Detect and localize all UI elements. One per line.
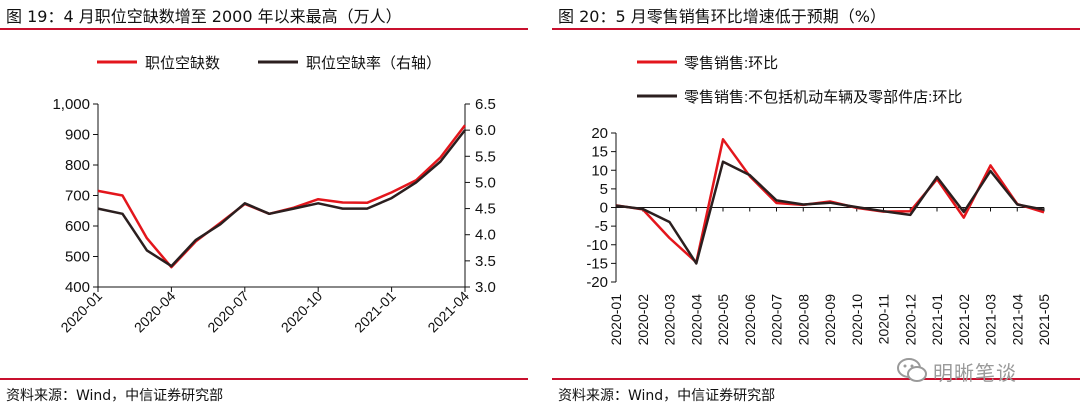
legend-label: 零售销售:环比 (684, 55, 778, 72)
y-tick-label: 5 (600, 181, 608, 198)
y-tick-label-left: 600 (65, 218, 90, 235)
x-tick-label: 2021-03 (983, 294, 999, 346)
y-tick-label-right: 3.5 (475, 253, 496, 270)
x-tick-label: 2021-04 (1009, 294, 1025, 346)
watermark-text: 明晰笔谈 (933, 361, 1017, 385)
x-tick-label: 2020-08 (795, 294, 811, 346)
y-tick-label-left: 900 (65, 127, 90, 144)
y-tick-label: 15 (591, 144, 608, 161)
y-tick-label-left: 700 (65, 188, 90, 205)
x-tick-label: 2020-06 (742, 294, 758, 346)
x-tick-label: 2021-05 (1036, 294, 1052, 346)
y-tick-label: 0 (600, 200, 608, 217)
x-tick-label: 2020-07 (204, 288, 252, 336)
x-tick-label: 2020-01 (608, 294, 624, 346)
job-openings-chart: 职位空缺数 职位空缺率（右轴） 400 500 600 700 800 900 1,000 3.0… (52, 55, 496, 336)
y-tick-label-right: 5.5 (475, 148, 496, 165)
source-note: 资料来源：Wind，中信证券研究部 (6, 388, 224, 404)
y-tick-label-right: 6.0 (475, 122, 496, 139)
x-tick-label: 2021-01 (929, 294, 945, 346)
y-tick-label-right: 4.0 (475, 227, 496, 244)
x-tick-label: 2020-05 (715, 294, 731, 346)
series-line-1 (615, 138, 1045, 264)
x-tick-label: 2020-11 (876, 294, 892, 345)
x-tick-label: 2020-10 (278, 288, 326, 336)
series-line-2 (615, 160, 1045, 265)
y-tick-label-left: 400 (65, 279, 90, 296)
x-tick-label: 2020-07 (769, 294, 785, 346)
legend-label: 职位空缺数 (145, 55, 220, 72)
x-tick-label: 2021-01 (351, 288, 399, 336)
series-line-2 (97, 129, 466, 268)
y-tick-label: -10 (586, 237, 608, 254)
y-tick-label-left: 1,000 (52, 96, 90, 113)
source-divider (0, 378, 528, 380)
chart-panel-retail-sales: 图 20：5 月零售销售环比增速低于预期（%） 零售销售:环比零售销售:不包括机… (552, 0, 1080, 414)
x-tick-label: 2020-09 (822, 294, 838, 346)
x-tick-label: 2020-04 (131, 288, 179, 336)
source-note: 资料来源：Wind，中信证券研究部 (558, 388, 776, 404)
legend-label: 零售销售:不包括机动车辆及零部件店:环比 (684, 89, 962, 106)
watermark: 明晰笔谈 (895, 355, 1075, 385)
y-tick-label: -15 (586, 255, 608, 272)
chart-panel-job-openings: 图 19：4 月职位空缺数增至 2000 年以来最高（万人） 职位空缺数 职位空缺… (0, 0, 528, 414)
y-tick-label: -20 (586, 274, 608, 291)
x-tick-label: 2020-10 (849, 294, 865, 346)
y-tick-label-right: 3.0 (475, 279, 496, 296)
x-tick-label: 2020-02 (635, 294, 651, 346)
x-tick-label: 2021-04 (424, 288, 472, 336)
chart-title: 图 19：4 月职位空缺数增至 2000 年以来最高（万人） (6, 7, 402, 26)
x-tick-label: 2020-12 (902, 294, 918, 346)
y-tick-label-left: 800 (65, 157, 90, 174)
series-line-1 (97, 124, 466, 269)
y-tick-label-right: 5.0 (475, 174, 496, 191)
title-divider (0, 28, 528, 30)
chart-title: 图 20：5 月零售销售环比增速低于预期（%） (558, 7, 886, 26)
legend-label: 职位空缺率（右轴） (306, 55, 441, 72)
source-divider (552, 378, 1080, 380)
y-tick-label-right: 6.5 (475, 96, 496, 113)
y-tick-label: 10 (591, 162, 608, 179)
y-tick-label: 20 (591, 125, 608, 142)
wechat-logo-icon (897, 358, 927, 382)
y-tick-label-left: 500 (65, 249, 90, 266)
x-tick-label: 2020-03 (662, 294, 678, 346)
y-tick-label-right: 4.5 (475, 201, 496, 218)
title-divider (552, 28, 1080, 30)
y-tick-label: -5 (595, 218, 608, 235)
x-tick-label: 2021-02 (956, 294, 972, 346)
x-tick-label: 2020-04 (688, 294, 704, 346)
